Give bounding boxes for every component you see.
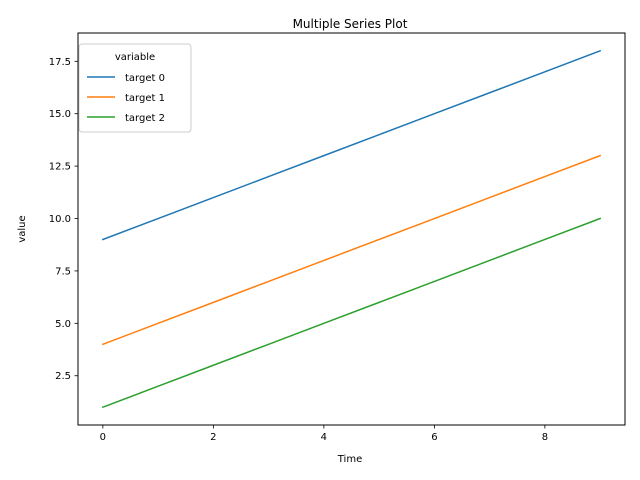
y-tick-label: 15.0 xyxy=(49,109,71,120)
x-tick-label: 2 xyxy=(210,432,216,443)
x-axis-label: Time xyxy=(337,454,362,465)
y-axis: 2.5 5.0 7.5 10.0 12.5 15.0 17.5 xyxy=(49,57,78,382)
legend-entry: target 2 xyxy=(87,113,165,124)
legend: variable target 0 target 1 target 2 xyxy=(78,43,192,133)
x-tick-label: 4 xyxy=(321,432,327,443)
chart-title: Multiple Series Plot xyxy=(293,17,408,31)
series-line-1 xyxy=(101,154,602,346)
y-tick-label: 17.5 xyxy=(49,57,71,68)
y-tick-label: 10.0 xyxy=(49,214,71,225)
x-tick-label: 6 xyxy=(431,432,437,443)
legend-box xyxy=(78,43,192,133)
plot-area xyxy=(77,32,626,426)
y-tick-label: 5.0 xyxy=(55,319,71,330)
x-tick-label: 0 xyxy=(100,432,106,443)
y-tick-label: 12.5 xyxy=(49,162,71,173)
legend-entries: target 0 target 1 target 2 xyxy=(87,73,165,124)
series-line-0 xyxy=(101,49,602,241)
legend-title: variable xyxy=(115,52,155,63)
legend-label: target 0 xyxy=(125,73,165,84)
series-layer xyxy=(101,49,602,409)
x-axis: 0 2 4 6 8 xyxy=(100,425,548,443)
legend-label: target 1 xyxy=(125,93,165,104)
legend-label: target 2 xyxy=(125,113,165,124)
legend-entry: target 0 xyxy=(87,73,165,84)
axes-frame xyxy=(77,32,626,426)
y-tick-label: 7.5 xyxy=(55,266,71,277)
y-tick-label: 2.5 xyxy=(55,371,71,382)
y-axis-label: value xyxy=(17,215,28,242)
series-line-2 xyxy=(101,217,602,409)
x-tick-label: 8 xyxy=(542,432,548,443)
legend-entry: target 1 xyxy=(87,93,165,104)
